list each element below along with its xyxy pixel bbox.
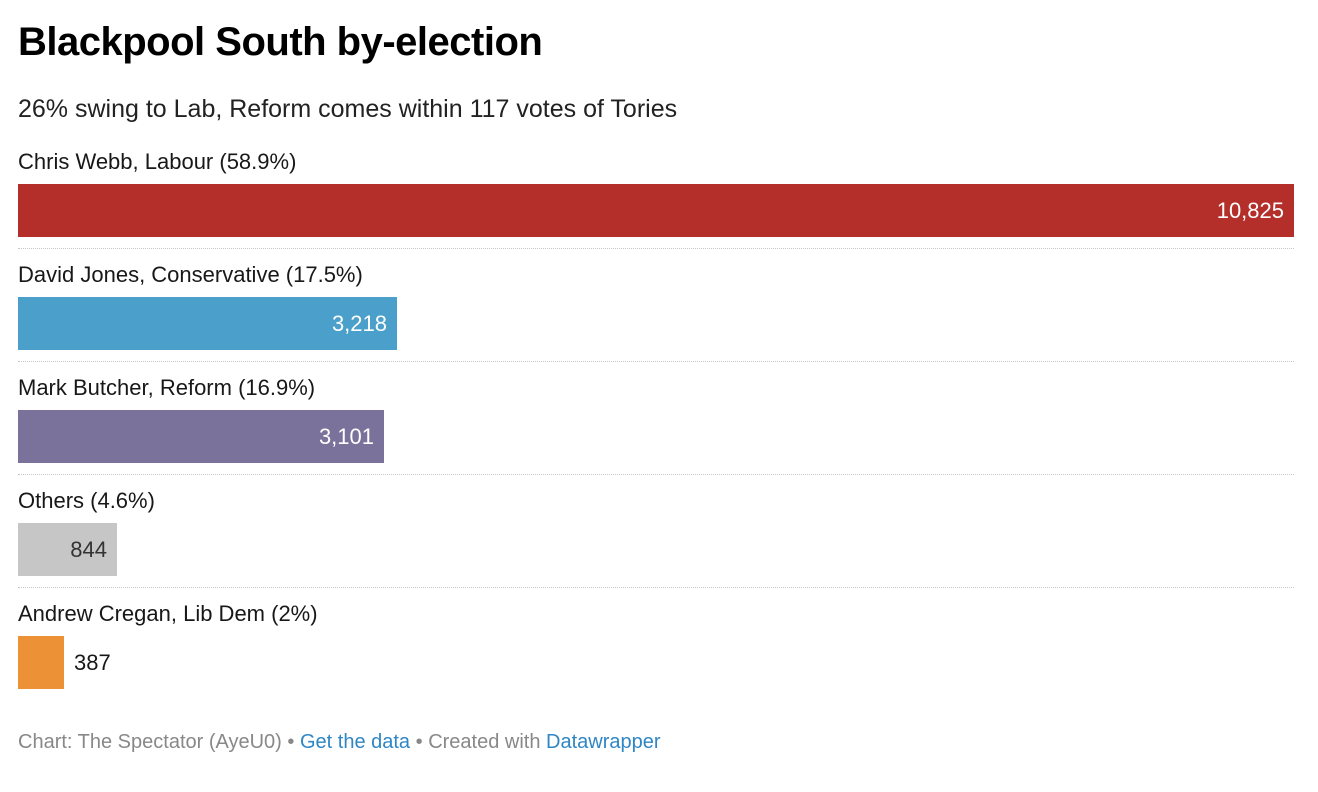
bar-value-label: 3,218 (331, 311, 387, 336)
footer-source: Chart: The Spectator (AyeU0) (18, 731, 282, 753)
bar-row: Chris Webb, Labour (58.9%) 10,825 (18, 147, 1294, 260)
bar-value-label: 844 (70, 537, 107, 562)
bar-label: Mark Butcher, Reform (16.9%) (18, 375, 316, 400)
bar (18, 297, 397, 350)
bar-value-label: 3,101 (318, 424, 374, 449)
bar-label: David Jones, Conservative (17.5%) (18, 262, 363, 287)
bar (18, 184, 1294, 237)
bar-row: David Jones, Conservative (17.5%) 3,218 (18, 260, 1294, 373)
footer-created-with: Created with (428, 731, 541, 753)
row-divider (18, 587, 1294, 588)
bar-label: Andrew Cregan, Lib Dem (2%) (18, 601, 318, 626)
bar-label: Others (4.6%) (18, 488, 155, 513)
chart-footer: Chart: The Spectator (AyeU0) • Get the d… (18, 731, 661, 754)
bar-value-label: 10,825 (1216, 198, 1284, 223)
get-the-data-link[interactable]: Get the data (299, 731, 411, 753)
bar-row: Others (4.6%) 844 (18, 486, 1294, 599)
row-divider (18, 248, 1294, 249)
datawrapper-link[interactable]: Datawrapper (546, 731, 661, 753)
chart-title: Blackpool South by-election (18, 20, 543, 64)
chart-subtitle: 26% swing to Lab, Reform comes within 11… (18, 95, 678, 123)
bar-value-label: 387 (74, 650, 111, 675)
bar-row: Andrew Cregan, Lib Dem (2%) 387 (18, 599, 1294, 712)
bar-row: Mark Butcher, Reform (16.9%) 3,101 (18, 373, 1294, 486)
footer-separator: • (287, 731, 295, 753)
row-divider (18, 474, 1294, 475)
bar (18, 523, 117, 576)
bar (18, 410, 384, 463)
bar-label: Chris Webb, Labour (58.9%) (18, 149, 297, 174)
bar (18, 636, 64, 689)
bar-rows: Chris Webb, Labour (58.9%) 10,825 David Jo… (18, 147, 1294, 712)
row-divider (18, 361, 1294, 362)
footer-separator: • (415, 731, 423, 753)
